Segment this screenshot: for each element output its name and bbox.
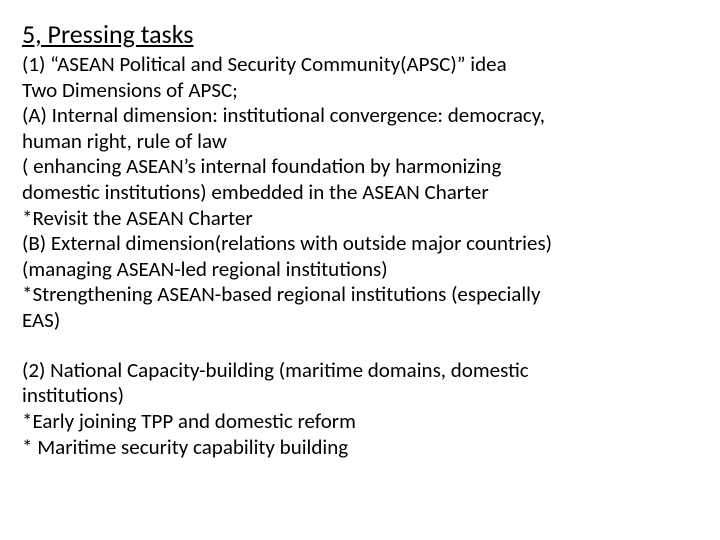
paragraph-gap	[22, 334, 698, 358]
text-line: (2) National Capacity-building (maritime…	[22, 358, 698, 384]
text-line: EAS)	[22, 308, 698, 334]
text-line: *Early joining TPP and domestic reform	[22, 409, 698, 435]
text-line: * Maritime security capability building	[22, 435, 698, 461]
text-line: *Revisit the ASEAN Charter	[22, 206, 698, 232]
text-line: domestic institutions) embedded in the A…	[22, 180, 698, 206]
body-block-2: (2) National Capacity-building (maritime…	[22, 358, 698, 460]
slide-title: 5, Pressing tasks	[22, 18, 698, 50]
text-line: (managing ASEAN-led regional institution…	[22, 257, 698, 283]
text-line: (1) “ASEAN Political and Security Commun…	[22, 52, 698, 78]
text-line: ( enhancing ASEAN’s internal foundation …	[22, 154, 698, 180]
text-line: (B) External dimension(relations with ou…	[22, 231, 698, 257]
text-line: *Strengthening ASEAN-based regional inst…	[22, 282, 698, 308]
text-line: institutions)	[22, 383, 698, 409]
text-line: (A) Internal dimension: institutional co…	[22, 103, 698, 129]
text-line: human right, rule of law	[22, 129, 698, 155]
text-line: Two Dimensions of APSC;	[22, 78, 698, 104]
body-block-1: (1) “ASEAN Political and Security Commun…	[22, 52, 698, 334]
